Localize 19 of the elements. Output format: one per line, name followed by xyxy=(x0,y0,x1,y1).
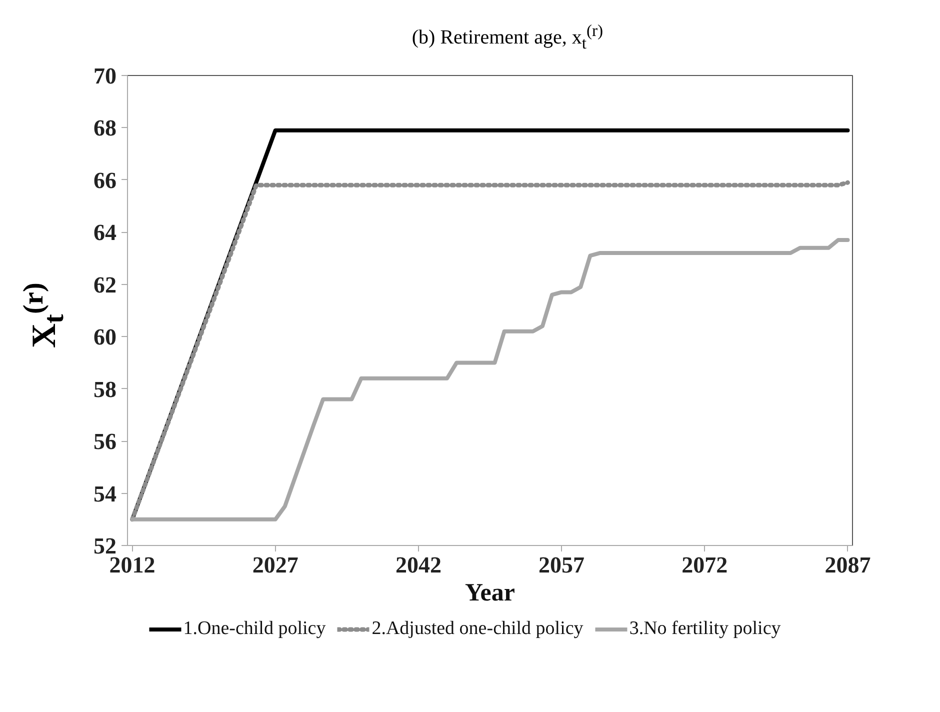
x-tick-label: 2042 xyxy=(395,552,442,578)
y-tick-label: 60 xyxy=(94,324,116,350)
y-tick-label: 64 xyxy=(94,220,117,246)
y-tick-label: 54 xyxy=(94,481,117,506)
y-tick-label: 66 xyxy=(94,168,116,193)
x-tick-label: 2027 xyxy=(252,552,298,578)
x-axis-title: Year xyxy=(465,580,515,606)
x-tick-label: 2057 xyxy=(538,552,585,578)
legend-label: 1.One-child policy xyxy=(183,618,326,640)
legend-label: 3.No fertility policy xyxy=(629,618,781,640)
y-tick-label: 68 xyxy=(94,116,116,141)
line-series xyxy=(130,238,850,522)
legend-label: 2.Adjusted one-child policy xyxy=(372,618,584,640)
y-tick-label: 62 xyxy=(94,272,116,298)
y-tick-label: 56 xyxy=(94,429,116,454)
y-tick-label: 70 xyxy=(94,64,116,88)
y-tick-label: 58 xyxy=(94,376,116,402)
x-tick-label: 2072 xyxy=(682,552,728,578)
x-tick-label: 2087 xyxy=(824,552,871,578)
